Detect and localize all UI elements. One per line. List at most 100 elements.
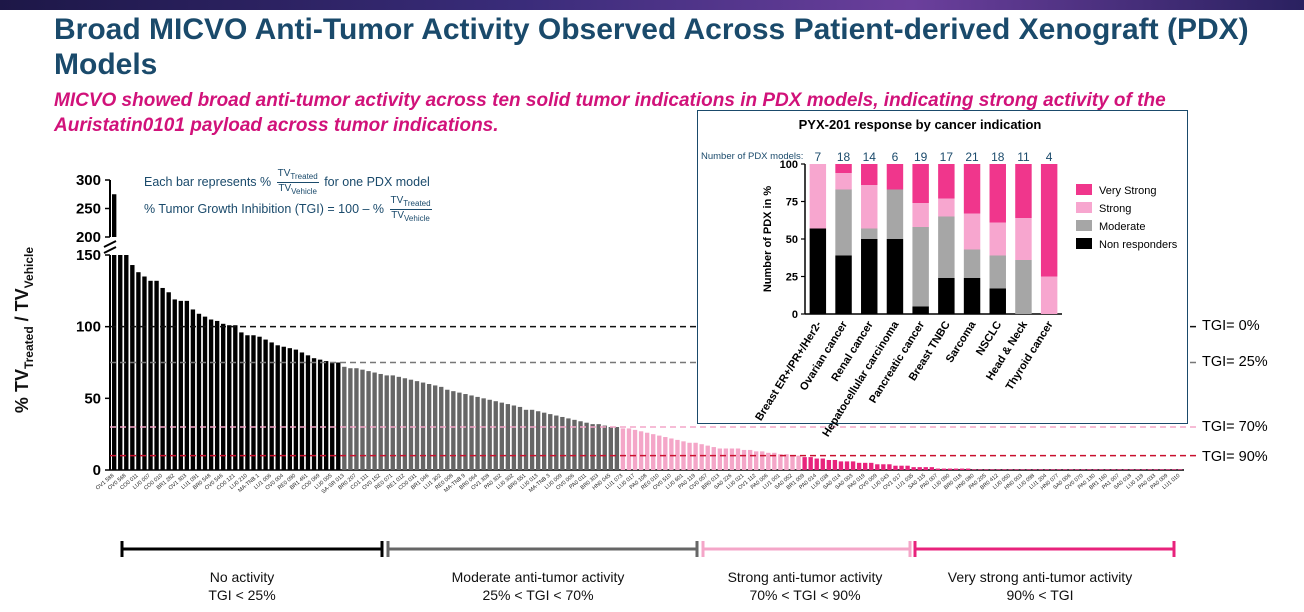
data-bar — [554, 415, 559, 470]
data-bar — [741, 449, 747, 470]
n-models-value: 19 — [914, 150, 928, 164]
data-bar — [863, 462, 868, 470]
data-bar — [687, 442, 692, 470]
data-bar — [414, 381, 420, 470]
category-very-strong: Very strong anti-tumor activity 90% < TG… — [915, 568, 1165, 604]
data-bar — [336, 362, 341, 470]
data-bar — [1008, 469, 1013, 470]
data-bar — [1165, 469, 1171, 470]
data-bar — [675, 439, 680, 470]
data-bar — [372, 372, 377, 470]
data-bar — [505, 404, 511, 470]
category-name: Very strong anti-tumor activity — [947, 569, 1133, 585]
data-bar — [481, 398, 486, 470]
inset-stack-segment — [989, 288, 1006, 314]
data-bar — [566, 418, 571, 470]
data-bar — [747, 449, 753, 470]
inset-y-tick-label: 100 — [780, 159, 798, 171]
y-tick-label: 250 — [76, 201, 101, 218]
data-bar — [160, 287, 165, 470]
inset-stack-segment — [963, 249, 981, 278]
data-bar — [850, 461, 856, 470]
tgi-definition-note: % Tumor Growth Inhibition (TGI) = 100 – … — [144, 195, 432, 223]
data-bar — [190, 309, 196, 470]
data-bar — [941, 468, 947, 470]
data-bar — [911, 467, 916, 470]
data-bar — [354, 368, 359, 470]
y-tick-label: 300 — [76, 172, 101, 189]
data-bar — [172, 299, 177, 470]
bar-definition-note: Each bar represents % TVTreated TVVehicle… — [144, 168, 430, 196]
data-bar-upper — [112, 194, 117, 237]
data-bar — [1087, 469, 1092, 470]
data-bar — [651, 434, 656, 470]
n-models-value: 6 — [892, 150, 899, 164]
data-bar — [1111, 469, 1116, 470]
data-bar — [311, 358, 317, 470]
inset-stack-segment — [835, 189, 852, 256]
data-bar — [596, 424, 601, 470]
data-bar — [445, 389, 450, 470]
data-bar — [699, 444, 704, 470]
data-bar — [887, 464, 892, 470]
data-bar — [184, 300, 190, 470]
data-bar — [390, 375, 395, 470]
data-bar — [214, 320, 220, 470]
n-models-value: 17 — [940, 150, 954, 164]
data-bar — [717, 448, 723, 470]
data-bar — [305, 355, 311, 470]
data-bar — [499, 402, 504, 470]
inset-stack-segment — [809, 228, 827, 314]
data-bar — [1105, 469, 1110, 470]
y-tick-label: 150 — [76, 247, 101, 264]
data-bar — [856, 462, 862, 470]
data-bar — [657, 435, 662, 470]
inset-stack-segment — [963, 213, 981, 250]
data-bar — [984, 469, 989, 470]
data-bar — [457, 392, 462, 470]
data-bar — [493, 401, 498, 470]
inset-stack-segment — [861, 164, 878, 185]
data-bar — [233, 325, 238, 470]
n-models-value: 7 — [815, 150, 822, 164]
data-bar — [753, 451, 759, 470]
data-bar — [1129, 469, 1134, 470]
data-bar — [1074, 469, 1080, 470]
inset-stack-segment — [989, 164, 1006, 223]
data-bar — [487, 399, 492, 470]
inset-stack-segment — [1015, 218, 1032, 260]
data-bar — [360, 369, 365, 470]
data-bar — [578, 421, 583, 470]
data-bar — [1177, 469, 1183, 470]
page-title: Broad MICVO Anti-Tumor Activity Observed… — [54, 13, 1249, 81]
inset-stack-segment — [835, 173, 852, 190]
inset-stack-segment — [1040, 164, 1058, 277]
n-models-value: 4 — [1046, 150, 1053, 164]
category-no-activity: No activity TGI < 25% — [122, 568, 362, 604]
data-bar — [1141, 469, 1146, 470]
inset-stack-segment — [912, 203, 929, 227]
data-bar — [1099, 469, 1104, 470]
data-bar — [760, 451, 765, 470]
inset-stack-segment — [989, 222, 1006, 256]
y-tick-label: 0 — [93, 462, 101, 479]
data-bar — [251, 335, 256, 470]
data-bar — [124, 255, 129, 470]
data-bar — [602, 425, 607, 470]
data-bar — [1014, 469, 1019, 470]
inset-y-tick-label: 25 — [786, 272, 798, 284]
data-bar — [1038, 469, 1044, 470]
data-bar — [965, 468, 971, 470]
tgi-90-label: TGI= 90% — [1202, 449, 1268, 465]
data-bar — [990, 469, 995, 470]
data-bar — [784, 454, 789, 470]
data-bar — [953, 468, 959, 470]
data-bar — [548, 414, 553, 470]
data-bar — [1153, 469, 1159, 470]
data-bar — [905, 465, 910, 470]
data-bar — [196, 313, 202, 470]
data-bar — [227, 325, 232, 470]
data-bar — [148, 280, 153, 470]
data-bar — [620, 428, 626, 470]
inset-stack-segment — [938, 198, 955, 217]
